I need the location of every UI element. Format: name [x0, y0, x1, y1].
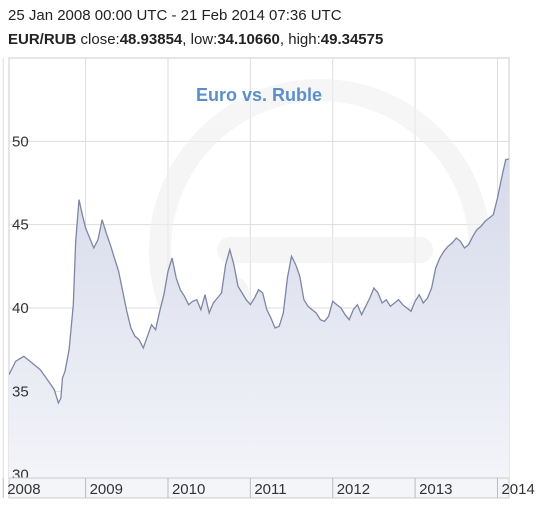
- pair-symbol: EUR/RUB: [8, 31, 77, 48]
- close-label: close:: [80, 31, 120, 48]
- x-tick-label: 2008: [7, 481, 40, 498]
- x-axis: 2008 2009 2010 2011 2012 2013 2014: [2, 478, 535, 498]
- chart-title: Euro vs. Ruble: [196, 85, 322, 105]
- price-area: [9, 159, 509, 478]
- x-tick-label: 2013: [419, 481, 452, 498]
- low-label: low:: [190, 31, 218, 48]
- y-tick-label: 40: [12, 300, 29, 317]
- x-tick-label: 2011: [254, 481, 286, 498]
- x-tick-label: 2012: [337, 481, 370, 498]
- y-tick-label: 45: [12, 217, 29, 234]
- y-tick-label: 50: [12, 133, 29, 150]
- separator: ,: [182, 31, 191, 48]
- x-tick-label: 2010: [172, 481, 205, 498]
- x-axis-band: [8, 477, 510, 499]
- high-value: 49.34575: [320, 31, 384, 48]
- close-value: 48.93854: [119, 31, 183, 48]
- date-range-label: 25 Jan 2008 00:00 UTC - 21 Feb 2014 07:3…: [8, 7, 342, 24]
- price-summary: EUR/RUB close:48.93854, low:34.10660, hi…: [8, 31, 383, 48]
- separator: ,: [279, 31, 289, 48]
- low-value: 34.10660: [217, 31, 280, 48]
- x-tick-label: 2014: [501, 481, 534, 498]
- price-line: [9, 158, 509, 405]
- x-tick-label: 2009: [90, 481, 123, 498]
- high-label: high:: [288, 31, 321, 48]
- y-tick-label: 35: [12, 383, 29, 400]
